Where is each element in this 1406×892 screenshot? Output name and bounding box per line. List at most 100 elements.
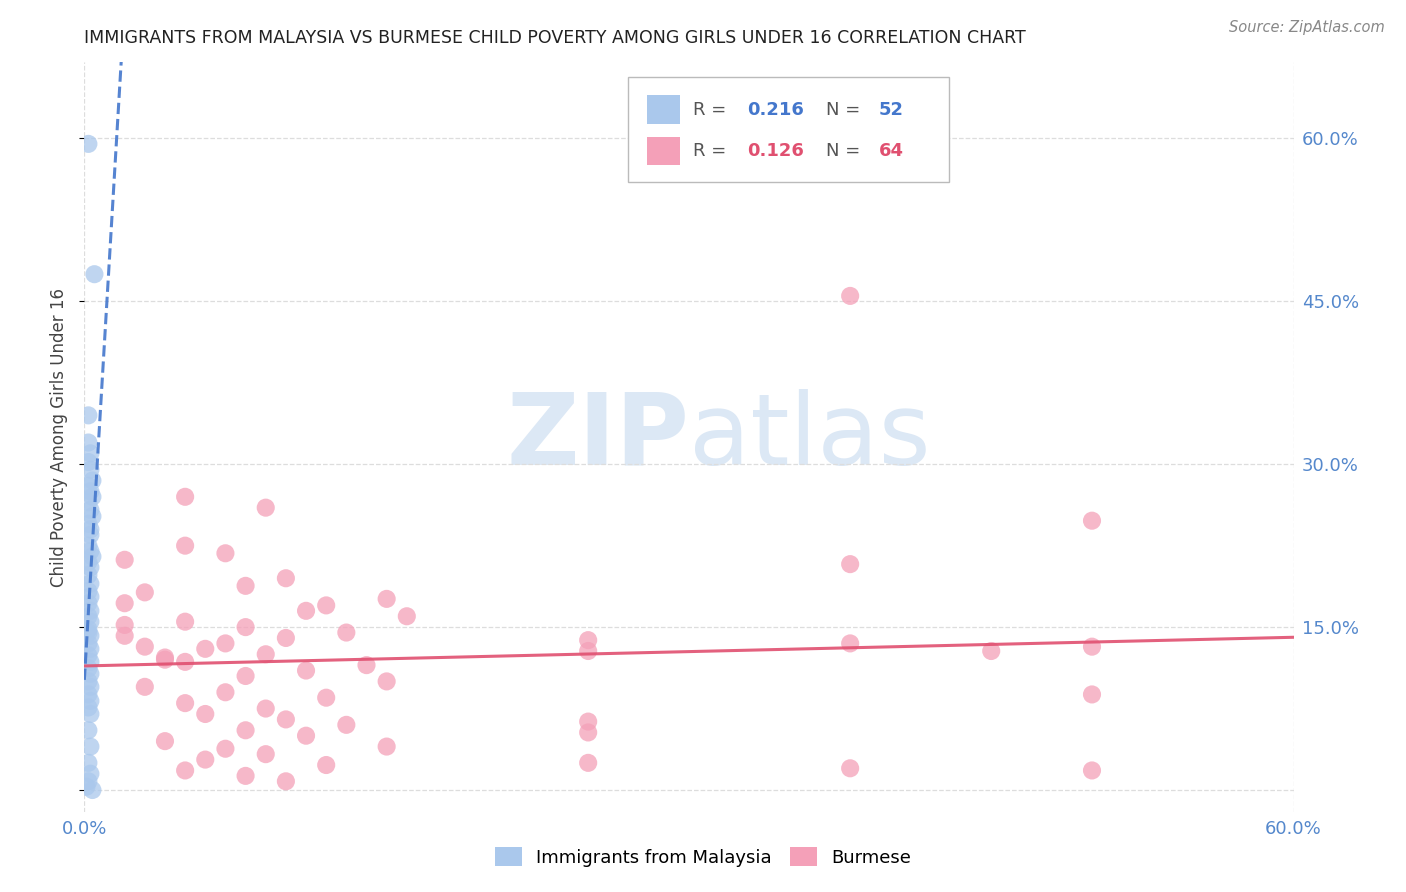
FancyBboxPatch shape — [628, 78, 949, 182]
Point — [82, 490, 104, 504]
Legend: Immigrants from Malaysia, Burmese: Immigrants from Malaysia, Burmese — [488, 840, 918, 874]
Point — [79, 544, 101, 558]
Point — [1081, 688, 1104, 702]
Point — [194, 706, 217, 721]
Point — [77, 756, 100, 770]
Point — [77, 774, 100, 789]
Text: 64: 64 — [879, 142, 904, 160]
Point — [274, 713, 297, 727]
Point — [79, 560, 101, 574]
Point — [77, 625, 100, 640]
Point — [295, 729, 318, 743]
Text: Source: ZipAtlas.com: Source: ZipAtlas.com — [1229, 20, 1385, 35]
Text: ZIP: ZIP — [506, 389, 689, 485]
Point — [79, 739, 101, 754]
Point — [576, 644, 599, 658]
Point — [77, 136, 100, 151]
Point — [77, 688, 100, 702]
Point — [375, 739, 398, 754]
Point — [82, 474, 104, 488]
Point — [79, 576, 101, 591]
Point — [79, 528, 101, 542]
Point — [235, 669, 257, 683]
Point — [254, 747, 277, 761]
Point — [79, 463, 101, 477]
Text: IMMIGRANTS FROM MALAYSIA VS BURMESE CHILD POVERTY AMONG GIRLS UNDER 16 CORRELATI: IMMIGRANTS FROM MALAYSIA VS BURMESE CHIL… — [84, 29, 1026, 47]
Point — [295, 604, 318, 618]
Text: N =: N = — [825, 101, 866, 119]
Point — [839, 557, 862, 571]
Point — [174, 764, 197, 778]
Point — [254, 701, 277, 715]
Point — [77, 495, 100, 509]
Point — [77, 609, 100, 624]
Point — [174, 615, 197, 629]
Point — [315, 690, 337, 705]
Point — [335, 718, 357, 732]
Point — [576, 714, 599, 729]
Point — [77, 539, 100, 553]
FancyBboxPatch shape — [647, 95, 681, 124]
Point — [79, 666, 101, 681]
Point — [839, 636, 862, 650]
Point — [134, 585, 156, 599]
Point — [153, 734, 176, 748]
Point — [79, 694, 101, 708]
Text: R =: R = — [693, 142, 731, 160]
Point — [77, 409, 100, 423]
Point — [79, 604, 101, 618]
Point — [254, 647, 277, 661]
Point — [576, 756, 599, 770]
Text: atlas: atlas — [689, 389, 931, 485]
Point — [214, 636, 236, 650]
Point — [214, 685, 236, 699]
Point — [77, 700, 100, 714]
Point — [174, 539, 197, 553]
Point — [315, 599, 337, 613]
Point — [274, 774, 297, 789]
Point — [194, 753, 217, 767]
Point — [82, 783, 104, 797]
Point — [235, 769, 257, 783]
Point — [254, 500, 277, 515]
Point — [1081, 514, 1104, 528]
Point — [77, 555, 100, 569]
Point — [174, 490, 197, 504]
Point — [194, 641, 217, 656]
Point — [77, 648, 100, 663]
Point — [77, 636, 100, 650]
Point — [375, 591, 398, 606]
Point — [274, 571, 297, 585]
Point — [79, 680, 101, 694]
Text: N =: N = — [825, 142, 866, 160]
Point — [576, 633, 599, 648]
Point — [335, 625, 357, 640]
Point — [174, 696, 197, 710]
Point — [77, 479, 100, 493]
Point — [134, 640, 156, 654]
Point — [1081, 764, 1104, 778]
Point — [295, 664, 318, 678]
Point — [77, 435, 100, 450]
Point — [134, 680, 156, 694]
Point — [75, 780, 97, 794]
Point — [114, 618, 136, 632]
Point — [980, 644, 1002, 658]
Point — [274, 631, 297, 645]
Point — [82, 509, 104, 524]
Point — [214, 546, 236, 560]
Point — [77, 516, 100, 531]
Point — [839, 761, 862, 775]
Point — [79, 446, 101, 460]
Point — [79, 629, 101, 643]
Point — [114, 553, 136, 567]
Point — [235, 723, 257, 738]
Point — [153, 650, 176, 665]
Point — [153, 653, 176, 667]
Point — [77, 568, 100, 582]
Point — [79, 766, 101, 780]
Point — [79, 590, 101, 604]
Text: R =: R = — [693, 101, 731, 119]
Text: 0.216: 0.216 — [747, 101, 804, 119]
Point — [1081, 640, 1104, 654]
